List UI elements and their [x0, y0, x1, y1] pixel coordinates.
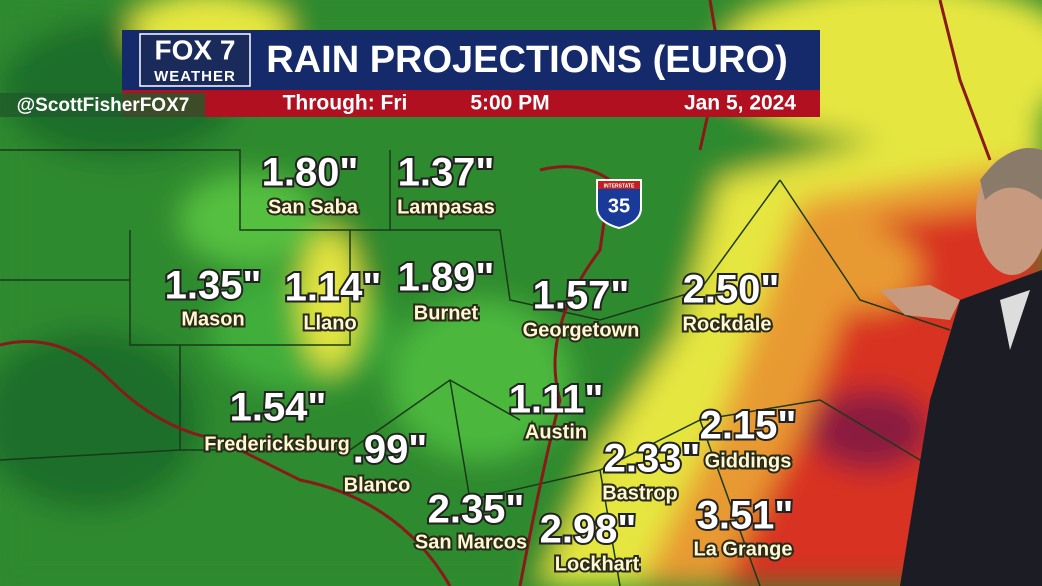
rain-amount: 2.35" — [428, 488, 525, 532]
rain-amount: 1.14" — [285, 266, 382, 310]
shield-label: INTERSTATE — [604, 183, 635, 189]
city-name: San Marcos — [415, 531, 527, 553]
logo-bottom: WEATHER — [154, 68, 236, 85]
city-name: Lampasas — [397, 196, 495, 218]
rain-amount: 2.15" — [700, 404, 797, 448]
rain-amount: 1.57" — [533, 274, 630, 318]
city-name: Fredericksburg — [204, 433, 350, 455]
city-labels: 1.80"San Saba 1.37"Lampasas 1.35"Mason 1.14… — [163, 149, 799, 578]
city-name: Mason — [181, 308, 244, 330]
rain-amount: 1.80" — [262, 151, 359, 195]
through: Through: Fri — [283, 92, 408, 115]
time: 5:00 PM — [470, 92, 549, 115]
city-name: Llano — [303, 312, 356, 334]
header: FOX 7 WEATHER RAIN PROJECTIONS (EURO) Th… — [0, 30, 820, 117]
rain-amount: 1.35" — [165, 264, 262, 308]
rain-amount: 1.37" — [398, 151, 495, 195]
rain-amount: 2.50" — [683, 268, 780, 312]
city-name: Burnet — [414, 302, 479, 324]
city-name: Lockhart — [555, 553, 640, 575]
rain-amount: 3.51" — [697, 494, 794, 538]
rain-amount: 1.89" — [398, 256, 495, 300]
rain-amount: .99" — [353, 428, 428, 472]
presenter — [880, 148, 1042, 586]
city-name: Rockdale — [683, 313, 772, 335]
city-name: La Grange — [694, 538, 793, 560]
rain-amount: 1.54" — [230, 386, 327, 430]
city-name: Giddings — [705, 450, 792, 472]
city-name: Georgetown — [523, 319, 640, 341]
handle: @ScottFisherFOX7 — [17, 95, 190, 116]
city-name: Austin — [525, 421, 587, 443]
shield-number: 35 — [608, 195, 630, 217]
city-name: San Saba — [268, 196, 359, 218]
city-name: Bastrop — [602, 482, 678, 504]
rain-amount: 1.11" — [509, 378, 604, 422]
rain-amount: 2.33" — [604, 437, 701, 481]
city-name: Blanco — [344, 474, 411, 496]
logo-top: FOX 7 — [155, 34, 236, 65]
title: RAIN PROJECTIONS (EURO) — [266, 39, 787, 81]
rain-amount: 2.98" — [540, 508, 637, 552]
interstate-shield: INTERSTATE 35 — [596, 179, 642, 230]
date: Jan 5, 2024 — [684, 92, 796, 115]
